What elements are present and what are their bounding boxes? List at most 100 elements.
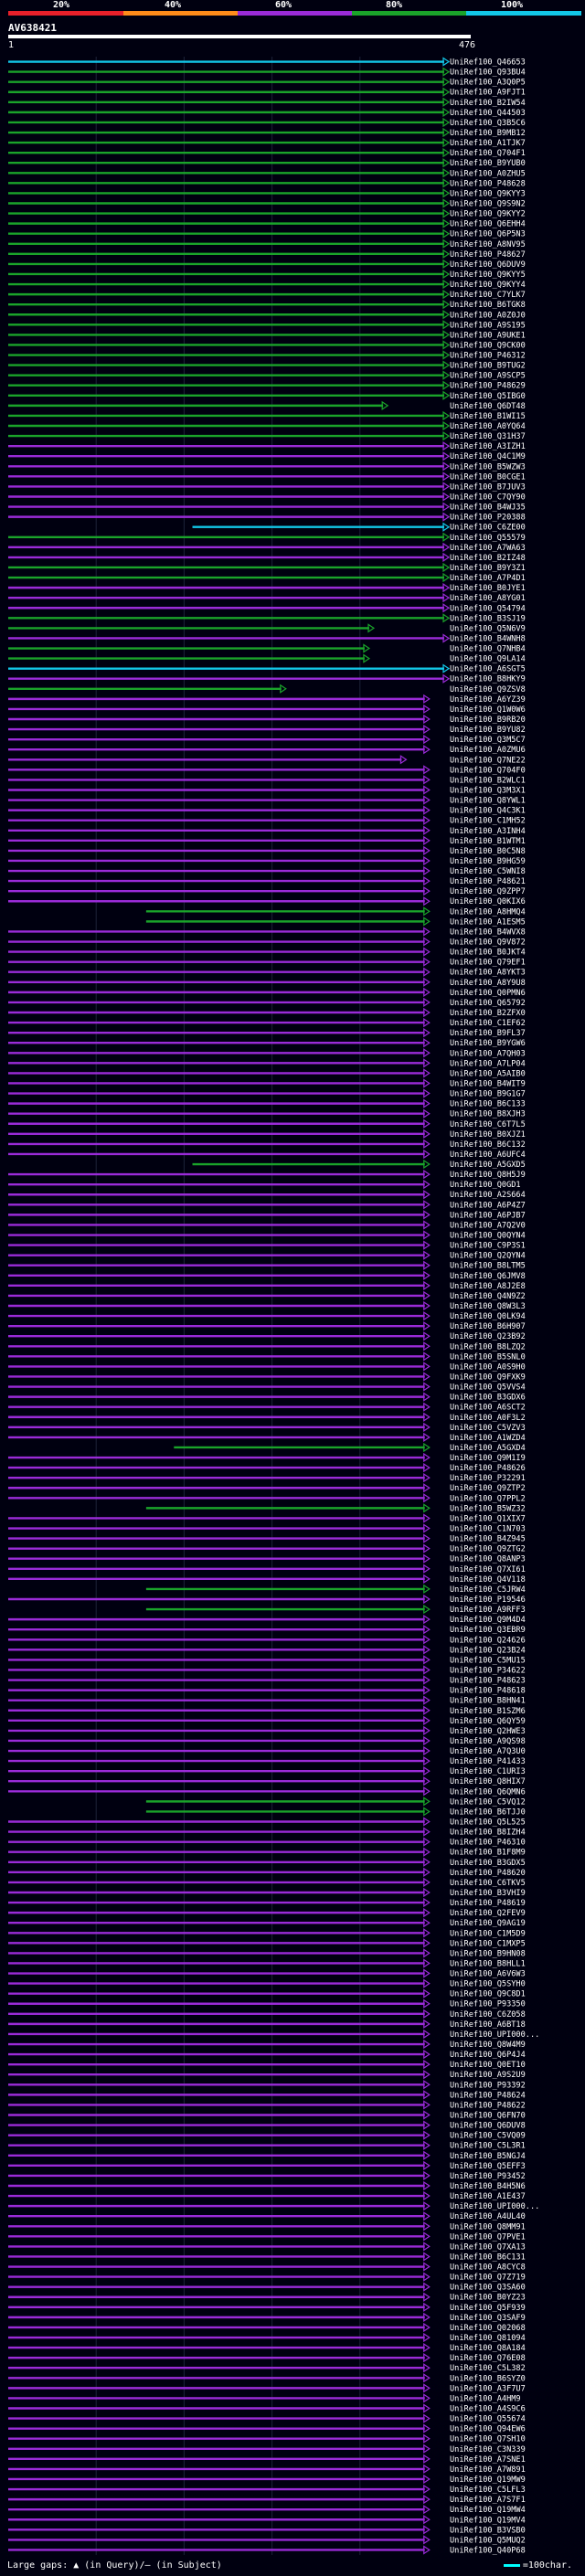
hit-label[interactable]: UniRef100_Q9LA14 (450, 655, 526, 664)
hit-label[interactable]: UniRef100_C1N703 (450, 1525, 526, 1534)
hit-label[interactable]: UniRef100_Q6DT48 (450, 402, 526, 411)
hit-label[interactable]: UniRef100_A0F3L2 (450, 1414, 526, 1423)
hit-label[interactable]: UniRef100_C5MU15 (450, 1656, 526, 1665)
hit-label[interactable]: UniRef100_B3VSB0 (450, 2526, 526, 2535)
hit-label[interactable]: UniRef100_A6V6W3 (450, 1970, 526, 1979)
hit-label[interactable]: UniRef100_B6C131 (450, 2253, 526, 2262)
hit-label[interactable]: UniRef100_Q7Z719 (450, 2274, 526, 2283)
hit-label[interactable]: UniRef100_A8CYC8 (450, 2263, 526, 2273)
hit-label[interactable]: UniRef100_A6SCT2 (450, 1404, 526, 1413)
hit-label[interactable]: UniRef100_Q3SAF9 (450, 2314, 526, 2323)
hit-label[interactable]: UniRef100_P46312 (450, 352, 526, 361)
hit-label[interactable]: UniRef100_A9QS98 (450, 1737, 526, 1746)
hit-label[interactable]: UniRef100_B6SYZ0 (450, 2374, 526, 2383)
hit-label[interactable]: UniRef100_Q6P5N3 (450, 230, 526, 239)
hit-label[interactable]: UniRef100_C5VZV3 (450, 1424, 526, 1433)
hit-label[interactable]: UniRef100_P46310 (450, 1839, 526, 1848)
hit-label[interactable]: UniRef100_Q9ZTP2 (450, 1484, 526, 1493)
hit-label[interactable]: UniRef100_P93350 (450, 2000, 526, 2009)
hit-label[interactable]: UniRef100_B3VHI9 (450, 1889, 526, 1898)
hit-label[interactable]: UniRef100_P48618 (450, 1687, 526, 1696)
hit-label[interactable]: UniRef100_P48620 (450, 1869, 526, 1878)
hit-label[interactable]: UniRef100_Q23B92 (450, 1332, 526, 1341)
hit-label[interactable]: UniRef100_A9SCP5 (450, 372, 526, 381)
hit-label[interactable]: UniRef100_A3F7U7 (450, 2384, 526, 2393)
hit-label[interactable]: UniRef100_Q19MW9 (450, 2475, 526, 2485)
hit-label[interactable]: UniRef100_Q55674 (450, 2415, 526, 2424)
hit-label[interactable]: UniRef100_P48623 (450, 1677, 526, 1686)
hit-label[interactable]: UniRef100_Q31H37 (450, 432, 526, 441)
hit-label[interactable]: UniRef100_Q0KIX6 (450, 897, 526, 906)
hit-label[interactable]: UniRef100_Q4V118 (450, 1575, 526, 1585)
hit-label[interactable]: UniRef100_C9P3S1 (450, 1242, 526, 1251)
hit-label[interactable]: UniRef100_B5WZW3 (450, 462, 526, 472)
hit-label[interactable]: UniRef100_Q9ZTG2 (450, 1545, 526, 1554)
hit-label[interactable]: UniRef100_P41433 (450, 1757, 526, 1766)
hit-label[interactable]: UniRef100_P48629 (450, 382, 526, 391)
hit-label[interactable]: UniRef100_Q2QYN4 (450, 1252, 526, 1261)
hit-label[interactable]: UniRef100_B8IZH4 (450, 1829, 526, 1838)
hit-label[interactable]: UniRef100_Q79EF1 (450, 959, 526, 968)
hit-label[interactable]: UniRef100_B8LZQ2 (450, 1342, 526, 1352)
hit-label[interactable]: UniRef100_Q46653 (450, 58, 526, 68)
hit-label[interactable]: UniRef100_Q9M1I9 (450, 1454, 526, 1463)
hit-label[interactable]: UniRef100_C5L382 (450, 2364, 526, 2373)
hit-label[interactable]: UniRef100_C3N339 (450, 2445, 526, 2454)
hit-label[interactable]: UniRef100_Q5SYH0 (450, 1980, 526, 1989)
hit-label[interactable]: UniRef100_C5VQ12 (450, 1797, 526, 1807)
hit-label[interactable]: UniRef100_A9UKE1 (450, 331, 526, 340)
hit-label[interactable]: UniRef100_P48619 (450, 1899, 526, 1908)
hit-label[interactable]: UniRef100_Q4C1M9 (450, 452, 526, 461)
hit-label[interactable]: UniRef100_Q6QMN6 (450, 1787, 526, 1797)
hit-label[interactable]: UniRef100_B5SNL0 (450, 1352, 526, 1362)
hit-label[interactable]: UniRef100_Q4C3K1 (450, 807, 526, 816)
hit-label[interactable]: UniRef100_A3IZH1 (450, 442, 526, 451)
hit-label[interactable]: UniRef100_A5GXD4 (450, 1444, 526, 1453)
hit-label[interactable]: UniRef100_Q8ANP3 (450, 1555, 526, 1564)
hit-label[interactable]: UniRef100_B2ZFX0 (450, 1009, 526, 1018)
hit-label[interactable]: UniRef100_A5GXD5 (450, 1161, 526, 1170)
hit-label[interactable]: UniRef100_B9G1G7 (450, 1090, 526, 1099)
hit-label[interactable]: UniRef100_B8XJH3 (450, 1110, 526, 1119)
hit-label[interactable]: UniRef100_A1ESM5 (450, 917, 526, 927)
hit-label[interactable]: UniRef100_Q1XIX7 (450, 1514, 526, 1523)
hit-label[interactable]: UniRef100_Q8H5J9 (450, 1171, 526, 1180)
hit-label[interactable]: UniRef100_B9HG59 (450, 857, 526, 866)
hit-label[interactable]: UniRef100_A0YQ64 (450, 422, 526, 431)
hit-label[interactable]: UniRef100_A6PJB7 (450, 1211, 526, 1220)
hit-label[interactable]: UniRef100_B7JUV3 (450, 482, 526, 492)
hit-label[interactable]: UniRef100_A8HMQ4 (450, 907, 526, 917)
hit-label[interactable]: UniRef100_A8J2E8 (450, 1282, 526, 1291)
hit-label[interactable]: UniRef100_C1MH52 (450, 817, 526, 826)
hit-label[interactable]: UniRef100_C6TKV5 (450, 1879, 526, 1888)
hit-label[interactable]: UniRef100_A4UL40 (450, 2212, 526, 2221)
hit-label[interactable]: UniRef100_Q9ZPP7 (450, 887, 526, 896)
hit-label[interactable]: UniRef100_B6C132 (450, 1140, 526, 1150)
hit-label[interactable]: UniRef100_Q6FN70 (450, 2112, 526, 2121)
hit-label[interactable]: UniRef100_Q23B24 (450, 1646, 526, 1655)
hit-label[interactable]: UniRef100_B2IZ48 (450, 554, 526, 563)
hit-label[interactable]: UniRef100_Q7NE22 (450, 756, 526, 765)
hit-label[interactable]: UniRef100_B5NGJ4 (450, 2152, 526, 2161)
hit-label[interactable]: UniRef100_B9MB12 (450, 129, 526, 138)
hit-label[interactable]: UniRef100_Q7PVE1 (450, 2232, 526, 2242)
hit-label[interactable]: UniRef100_B4Z945 (450, 1535, 526, 1544)
hit-label[interactable]: UniRef100_Q4N9Z2 (450, 1292, 526, 1301)
hit-label[interactable]: UniRef100_Q8A184 (450, 2344, 526, 2353)
hit-label[interactable]: UniRef100_B9TUG2 (450, 362, 526, 371)
hit-label[interactable]: UniRef100_Q9S9N2 (450, 199, 526, 208)
hit-label[interactable]: UniRef100_Q7SH10 (450, 2435, 526, 2444)
hit-label[interactable]: UniRef100_Q6QY59 (450, 1717, 526, 1726)
hit-label[interactable]: UniRef100_B1WTM1 (450, 837, 526, 846)
hit-label[interactable]: UniRef100_B0CGE1 (450, 472, 526, 482)
hit-label[interactable]: UniRef100_Q9KYY2 (450, 210, 526, 219)
hit-label[interactable]: UniRef100_Q5L525 (450, 1818, 526, 1828)
hit-label[interactable]: UniRef100_A6SGT5 (450, 665, 526, 674)
hit-label[interactable]: UniRef100_B0C5N8 (450, 847, 526, 856)
hit-label[interactable]: UniRef100_A7SNE1 (450, 2455, 526, 2465)
hit-label[interactable]: UniRef100_Q93BU4 (450, 69, 526, 78)
hit-label[interactable]: UniRef100_P48624 (450, 2091, 526, 2100)
hit-label[interactable]: UniRef100_P34622 (450, 1666, 526, 1675)
hit-label[interactable]: UniRef100_B6C133 (450, 1100, 526, 1109)
hit-label[interactable]: UniRef100_A2S664 (450, 1191, 526, 1200)
